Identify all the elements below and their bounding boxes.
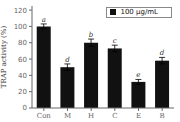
- svg-text:20: 20: [18, 88, 27, 96]
- svg-text:120: 120: [14, 7, 27, 15]
- svg-text:40: 40: [18, 72, 27, 80]
- svg-text:e: e: [136, 71, 140, 79]
- svg-text:c: c: [113, 37, 117, 45]
- svg-text:M: M: [64, 112, 71, 120]
- svg-text:a: a: [42, 16, 46, 24]
- svg-text:0: 0: [23, 104, 27, 112]
- svg-text:Con: Con: [37, 112, 52, 120]
- svg-text:100: 100: [14, 23, 27, 31]
- svg-text:b: b: [89, 31, 94, 39]
- svg-text:H: H: [88, 112, 94, 120]
- svg-text:60: 60: [18, 56, 27, 64]
- svg-text:d: d: [65, 56, 70, 64]
- svg-text:d: d: [160, 49, 165, 57]
- svg-text:E: E: [136, 112, 141, 120]
- svg-text:80: 80: [18, 39, 27, 47]
- svg-text:TRAP activity (%): TRAP activity (%): [8, 26, 9, 89]
- html-text:100 μg/mL: 100 μg/mL: [120, 8, 158, 16]
- svg-text:C: C: [112, 112, 117, 120]
- svg-text:B: B: [160, 112, 165, 120]
